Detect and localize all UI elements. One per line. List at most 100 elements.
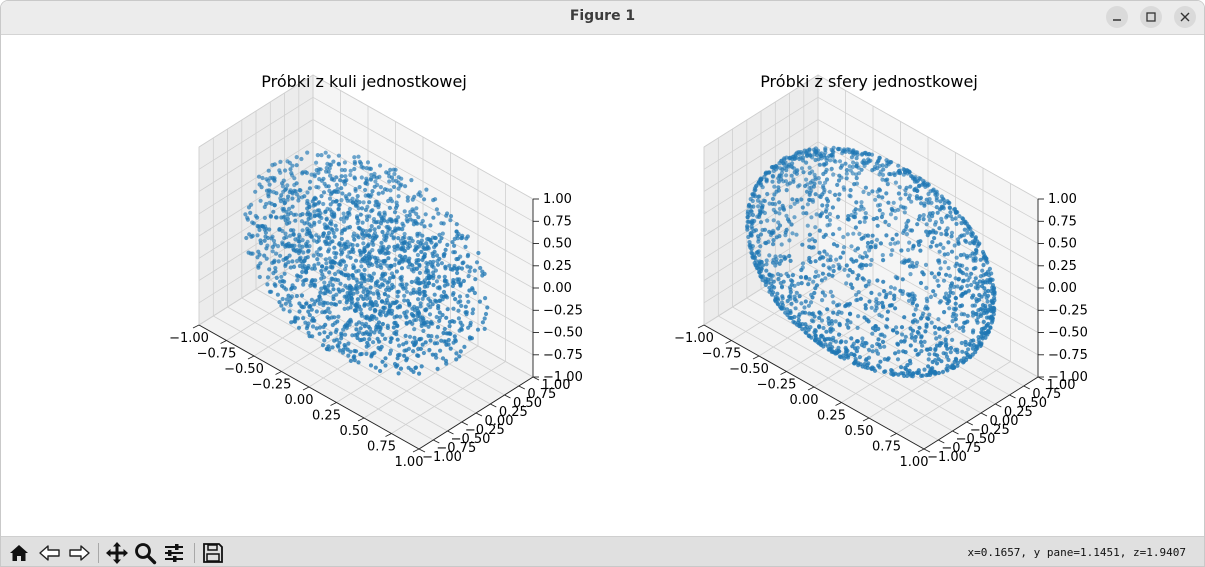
data-point xyxy=(828,327,833,332)
zoom-button[interactable] xyxy=(133,541,157,565)
data-point xyxy=(380,321,385,327)
maximize-button[interactable] xyxy=(1140,6,1162,28)
data-point xyxy=(435,325,441,330)
subplot-1[interactable]: −1.00−1.00−1.00−0.75−0.75−0.75−0.50−0.50… xyxy=(169,72,583,470)
data-point xyxy=(264,256,269,261)
data-point xyxy=(397,343,402,348)
data-point xyxy=(908,272,913,277)
data-point xyxy=(824,329,829,334)
data-point xyxy=(400,227,405,232)
data-point xyxy=(970,251,975,256)
data-point xyxy=(926,182,931,187)
data-point xyxy=(330,283,335,288)
data-point xyxy=(352,166,357,172)
subplot-2[interactable]: −1.00−1.00−1.00−0.75−0.75−0.75−0.50−0.50… xyxy=(674,72,1088,470)
data-point xyxy=(368,363,374,368)
data-point xyxy=(849,336,854,341)
y-tick-label: 0.00 xyxy=(990,414,1019,429)
data-point xyxy=(836,197,841,202)
data-point xyxy=(485,305,490,310)
pan-button[interactable] xyxy=(105,541,129,565)
data-point xyxy=(336,207,341,212)
data-point xyxy=(927,218,933,223)
data-point xyxy=(420,315,425,320)
data-point xyxy=(437,315,443,320)
data-point xyxy=(858,254,863,259)
data-point xyxy=(398,366,404,371)
data-point xyxy=(864,341,869,346)
data-point xyxy=(858,296,864,301)
close-button[interactable] xyxy=(1174,6,1196,28)
data-point xyxy=(405,198,410,203)
data-point xyxy=(310,324,316,329)
data-point xyxy=(805,202,811,207)
data-point xyxy=(439,236,444,241)
data-point xyxy=(439,261,444,266)
data-point xyxy=(325,334,330,340)
data-point xyxy=(851,160,856,165)
data-point xyxy=(459,327,464,332)
data-point xyxy=(800,242,805,247)
data-point xyxy=(887,171,892,177)
data-point xyxy=(406,258,411,263)
forward-button[interactable] xyxy=(67,541,91,565)
data-point xyxy=(817,250,822,255)
data-point xyxy=(960,216,965,221)
grid-line xyxy=(198,119,314,192)
data-point xyxy=(293,315,298,320)
data-point xyxy=(801,211,806,216)
data-point xyxy=(809,188,814,193)
y-tick-label: 0.75 xyxy=(1032,387,1061,402)
data-point xyxy=(461,260,466,265)
data-point xyxy=(443,266,448,271)
back-button[interactable] xyxy=(38,541,62,565)
data-point xyxy=(444,331,449,336)
data-point xyxy=(812,172,817,177)
data-point xyxy=(434,314,439,320)
data-point xyxy=(936,370,942,376)
data-point xyxy=(306,216,311,221)
data-point xyxy=(771,242,776,247)
data-point xyxy=(328,331,333,336)
data-point xyxy=(341,259,347,264)
data-point xyxy=(822,153,827,158)
data-point xyxy=(314,326,319,331)
data-point xyxy=(846,214,851,219)
data-point xyxy=(928,244,933,249)
data-point xyxy=(798,275,804,280)
minimize-button[interactable] xyxy=(1106,6,1128,28)
data-point xyxy=(458,349,463,354)
data-point xyxy=(365,289,370,294)
data-point xyxy=(791,319,796,324)
data-point xyxy=(432,292,437,297)
data-point xyxy=(822,162,827,167)
data-point xyxy=(915,330,920,335)
data-point xyxy=(359,283,364,289)
x-tick-label: 0.50 xyxy=(340,424,369,439)
tick-mark xyxy=(192,324,200,329)
data-point xyxy=(879,314,885,319)
data-point xyxy=(412,327,417,332)
data-point xyxy=(328,280,333,285)
data-point xyxy=(293,237,298,242)
data-point xyxy=(779,242,784,247)
plot-area[interactable]: −1.00−1.00−1.00−0.75−0.75−0.75−0.50−0.50… xyxy=(1,35,1204,535)
data-point xyxy=(891,200,896,205)
data-point xyxy=(309,297,314,302)
configure-subplots-button[interactable] xyxy=(162,541,186,565)
data-point xyxy=(260,224,266,229)
data-point xyxy=(800,310,805,315)
data-point xyxy=(376,295,381,300)
data-point xyxy=(980,249,986,255)
data-point xyxy=(397,260,402,265)
figure-canvas[interactable]: −1.00 −1.00 −1.00 −0.75 −0.75 −0.75 −0.50 −0.50… xyxy=(1,35,1204,535)
data-point xyxy=(257,182,262,187)
data-point xyxy=(301,304,306,310)
save-button[interactable] xyxy=(201,541,225,565)
data-point xyxy=(322,280,327,285)
data-point xyxy=(759,266,764,271)
y-tick-label: −0.50 xyxy=(956,432,996,447)
data-point xyxy=(367,214,372,219)
data-point xyxy=(894,330,900,335)
home-button[interactable] xyxy=(7,541,31,565)
